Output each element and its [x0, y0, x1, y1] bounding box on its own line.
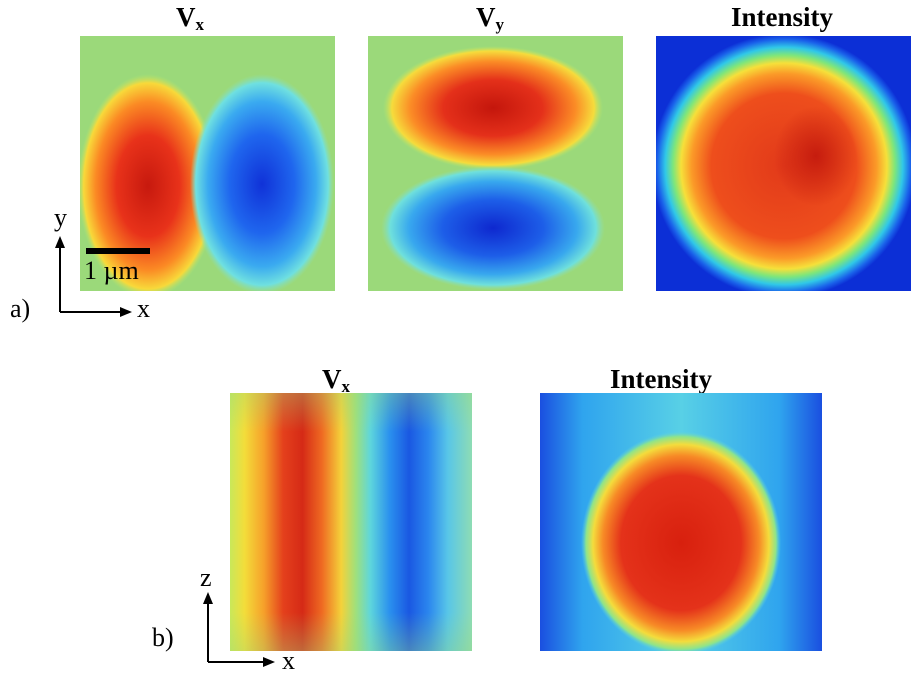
map-a-vx	[80, 36, 335, 291]
map-a-intensity	[656, 36, 911, 291]
axis-a-y-label: y	[54, 203, 67, 232]
axis-b-z-label: z	[200, 563, 212, 592]
title-a-vx: Vx	[176, 2, 204, 34]
panel-a-label: a)	[10, 294, 31, 323]
map-b-vx	[230, 393, 472, 651]
title-a-vy: Vy	[476, 2, 504, 34]
title-b-vx: Vx	[322, 364, 350, 396]
map-a-vy	[368, 36, 623, 291]
map-b-intensity	[540, 393, 822, 651]
axis-a-x-label: x	[137, 294, 150, 323]
scale-bar-label: 1 µm	[84, 256, 139, 285]
panel-b-label: b)	[152, 623, 174, 652]
title-b-intensity: Intensity	[610, 364, 713, 394]
title-a-intensity: Intensity	[731, 2, 834, 32]
axis-b-x-label: x	[282, 646, 295, 675]
